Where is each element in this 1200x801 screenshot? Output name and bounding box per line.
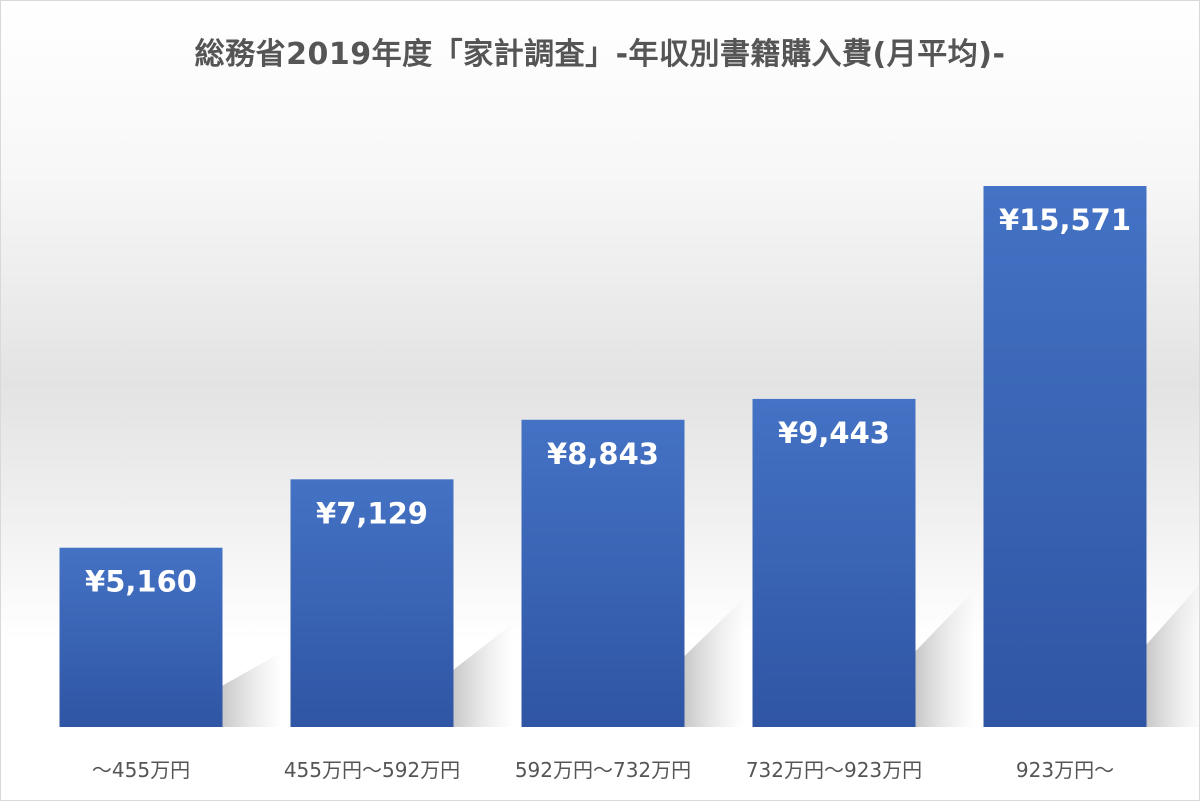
- data-label: ¥7,129: [316, 496, 428, 530]
- bar: [521, 419, 685, 727]
- bar-shadow: [222, 651, 283, 727]
- category-label: 923万円～: [1016, 758, 1114, 782]
- category-label: 732万円～923万円: [746, 758, 922, 782]
- bar-shadow: [453, 622, 514, 727]
- data-label: ¥9,443: [778, 416, 890, 450]
- chart-title: 総務省2019年度「家計調査」-年収別書籍購入費(月平均)-: [194, 37, 1006, 72]
- data-label: ¥8,843: [547, 437, 659, 471]
- data-label: ¥15,571: [999, 203, 1131, 237]
- data-label: ¥5,160: [85, 565, 197, 599]
- bar: [983, 186, 1147, 727]
- bar: [59, 547, 223, 727]
- bar: [290, 479, 454, 727]
- bar: [752, 398, 916, 727]
- bar-shadow: [915, 589, 976, 727]
- bar-shadow: [684, 597, 745, 727]
- category-label: 455万円～592万円: [284, 758, 460, 782]
- bar-shadow: [1146, 585, 1199, 727]
- category-label: ～455万円: [92, 758, 190, 782]
- category-label: 592万円～732万円: [515, 758, 691, 782]
